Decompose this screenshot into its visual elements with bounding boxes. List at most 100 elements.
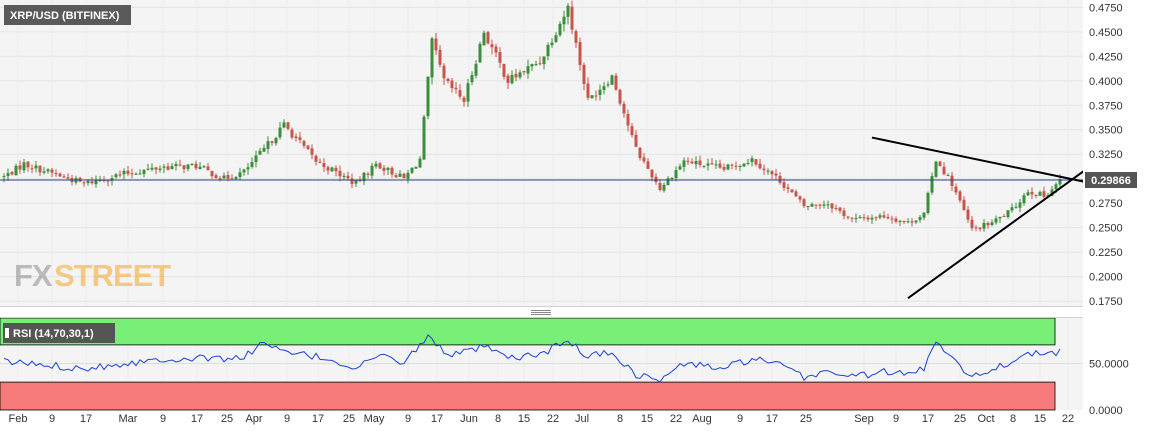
candle <box>646 158 650 170</box>
time-tick-label: 17 <box>312 413 324 425</box>
candle <box>866 215 870 222</box>
rsi-zones <box>0 317 1083 411</box>
candle <box>26 161 30 172</box>
candle <box>330 166 334 172</box>
candle <box>998 216 1002 223</box>
candle <box>870 214 874 224</box>
candle <box>914 220 918 225</box>
candle <box>590 94 594 100</box>
candle <box>274 136 278 146</box>
candle <box>626 109 630 132</box>
candle <box>958 189 962 203</box>
candle <box>662 182 666 193</box>
candle <box>950 171 954 191</box>
candle <box>842 207 846 220</box>
candle <box>302 140 306 149</box>
time-tick-label: May <box>364 413 385 425</box>
candle <box>478 41 482 63</box>
candle <box>142 169 146 178</box>
candle <box>582 62 586 91</box>
candle <box>158 165 162 173</box>
candle <box>586 77 590 101</box>
candle <box>258 147 262 155</box>
candle <box>670 177 674 182</box>
candle <box>170 162 174 170</box>
candle <box>486 30 490 45</box>
price-tick-label: 0.3250 <box>1089 149 1123 161</box>
candle <box>282 119 286 129</box>
candle <box>534 60 538 67</box>
candle <box>310 144 314 160</box>
candle <box>758 158 762 170</box>
pane-resize-handle[interactable] <box>527 308 555 316</box>
time-tick-label: 17 <box>922 413 934 425</box>
candle <box>450 77 454 93</box>
candle <box>50 167 54 178</box>
candle <box>446 77 450 84</box>
candle <box>410 167 414 174</box>
price-axis-area <box>1083 0 1153 430</box>
candle <box>802 197 806 209</box>
candle <box>810 202 814 207</box>
candle <box>46 168 50 174</box>
candle <box>434 32 438 55</box>
candle <box>298 131 302 144</box>
candle <box>6 168 10 181</box>
candle <box>602 82 606 95</box>
trendline-resistance[interactable] <box>871 136 1084 183</box>
candle <box>530 63 534 71</box>
candle <box>606 81 610 88</box>
candle <box>466 78 470 107</box>
candle <box>814 204 818 210</box>
candle <box>858 214 862 219</box>
candle <box>34 161 38 173</box>
candle <box>454 81 458 94</box>
candle <box>822 200 826 209</box>
candle <box>202 164 206 168</box>
candle <box>966 205 970 224</box>
symbol-label[interactable]: XRP/USD (BITFINEX) <box>4 5 131 25</box>
candle <box>414 166 418 169</box>
candle <box>338 165 342 182</box>
candle <box>214 173 218 179</box>
candle <box>38 165 42 176</box>
candle <box>922 212 926 221</box>
price-tick-label: 0.4500 <box>1089 27 1123 39</box>
candle <box>1006 210 1010 219</box>
candle <box>806 205 810 211</box>
candle <box>190 162 194 166</box>
trendline-support[interactable] <box>907 170 1084 299</box>
time-tick-label: 15 <box>1034 413 1046 425</box>
candle <box>962 196 966 211</box>
candle <box>694 156 698 169</box>
watermark-street: STREET <box>54 258 171 293</box>
time-tick-label: Sep <box>854 413 874 425</box>
candle <box>318 158 322 164</box>
candle <box>22 159 26 174</box>
fxstreet-watermark: FX STREET <box>14 258 172 293</box>
candle <box>942 162 946 176</box>
candle <box>974 225 978 232</box>
candle <box>970 215 974 231</box>
candle <box>658 179 662 192</box>
candle <box>686 157 690 165</box>
candle <box>186 164 190 172</box>
watermark-fx: FX <box>14 258 53 293</box>
candle <box>1034 194 1038 199</box>
candle <box>838 206 842 214</box>
candle <box>254 150 258 168</box>
time-tick-label: 9 <box>737 413 743 425</box>
price-tick-label: 0.4750 <box>1089 2 1123 14</box>
candle <box>146 163 150 171</box>
time-tick-label: Mar <box>119 413 138 425</box>
candle <box>886 213 890 220</box>
candle <box>778 172 782 185</box>
rsi-indicator-label[interactable]: RSI (14,70,30,1) <box>3 323 115 343</box>
candle <box>422 114 426 161</box>
candle <box>1022 192 1026 206</box>
time-tick-label: 9 <box>49 413 55 425</box>
candle <box>698 155 702 168</box>
candle <box>774 169 778 181</box>
candle <box>542 56 546 70</box>
candle <box>622 101 626 118</box>
